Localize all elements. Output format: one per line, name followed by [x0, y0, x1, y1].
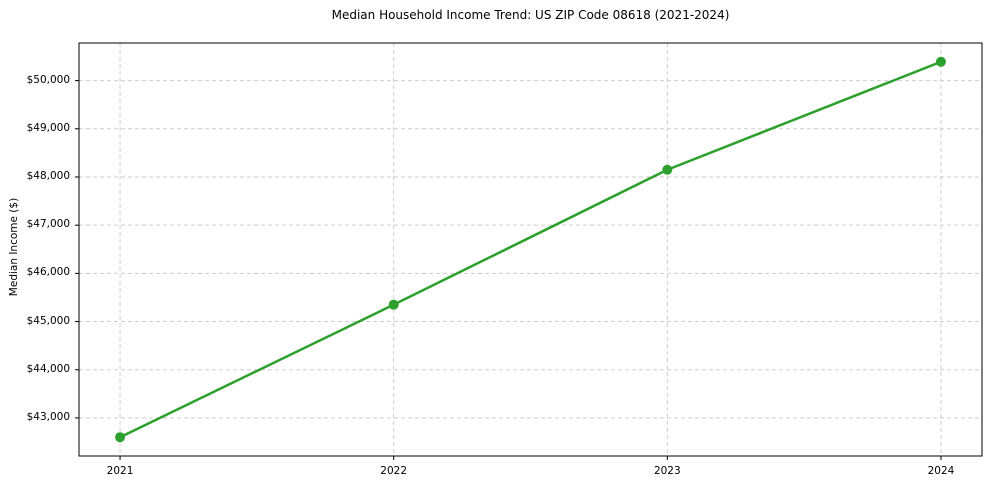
x-tick-label: 2021: [106, 465, 134, 477]
data-point-2022: [388, 299, 399, 310]
x-tick-label: 2022: [380, 465, 408, 477]
trend-line: [118, 60, 943, 439]
y-tick-label: $48,000: [26, 169, 70, 182]
chart-title: Median Household Income Trend: US ZIP Co…: [331, 8, 730, 22]
data-point-2024: [935, 56, 946, 67]
plot-border: [78, 42, 983, 457]
y-tick-label: $44,000: [26, 362, 70, 375]
y-tick-label: $43,000: [26, 410, 70, 423]
y-tick-label: $46,000: [26, 266, 70, 279]
data-point-2023: [662, 164, 673, 175]
y-tick-label: $47,000: [26, 218, 70, 231]
x-tick-label: 2024: [927, 465, 955, 477]
y-tick-label: $49,000: [26, 121, 70, 134]
x-tick-label: 2023: [653, 465, 681, 477]
y-tick-label: $50,000: [26, 73, 70, 86]
y-tick-label: $45,000: [26, 314, 70, 327]
data-point-2021: [115, 432, 126, 443]
